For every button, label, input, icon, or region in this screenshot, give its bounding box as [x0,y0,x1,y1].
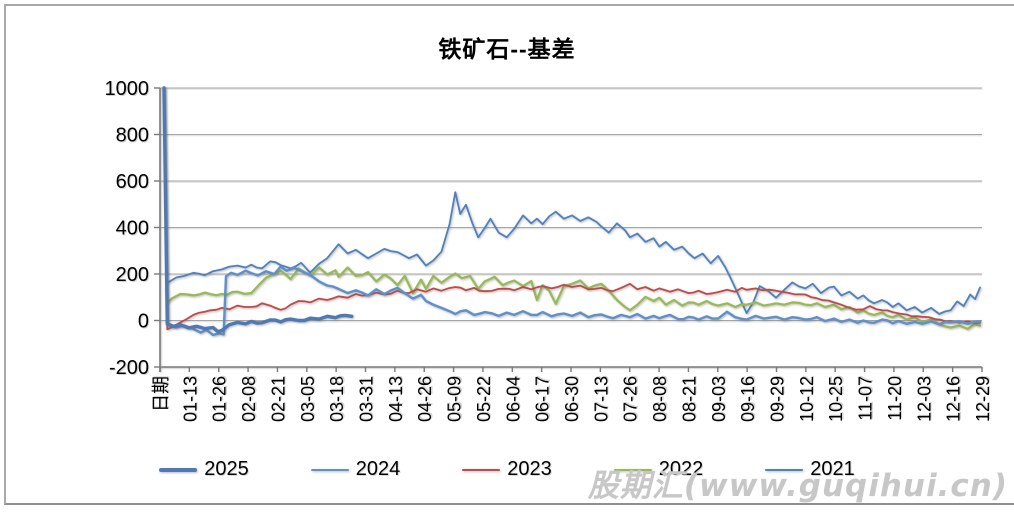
legend-label-2025: 2025 [204,458,249,480]
legend-label-2022: 2022 [658,458,704,480]
x-axis-label: 03-31 [357,376,377,422]
legend-item-2023: 2023 [462,458,552,481]
legend-item-2025: 2025 [159,458,249,481]
x-axis-label: 03-18 [327,376,347,422]
legend-label-2023: 2023 [507,458,552,480]
legend-item-2022: 2022 [613,458,704,481]
x-axis-label: 06-17 [533,376,553,422]
series-line-2021 [166,191,981,315]
x-axis-label: 01-13 [180,376,200,422]
x-axis-label: 04-26 [415,376,435,422]
x-axis-label: 10-12 [797,376,817,422]
y-axis-label: 1000 [105,78,150,100]
y-axis-label: 200 [116,264,149,286]
x-axis-label: 08-08 [650,376,670,422]
y-axis-label: 600 [116,171,149,193]
legend-swatch-2024 [310,468,349,471]
x-axis-label: 05-22 [474,376,494,422]
legend-item-2021: 2021 [765,458,855,481]
legend-swatch-2021 [765,468,804,471]
x-axis-label: 03-05 [298,376,318,422]
x-axis-label: 04-13 [386,376,406,422]
y-axis-label: 0 [138,311,149,333]
x-axis-label: 11-20 [885,376,905,421]
legend-item-2024: 2024 [310,458,401,481]
x-axis-label: 09-29 [768,376,788,422]
x-axis-label: 08-21 [679,376,699,422]
x-axis-label: 07-13 [591,376,611,422]
y-axis-label: 400 [116,218,149,240]
series-line-2022 [166,266,982,330]
x-axis-label: 07-26 [621,376,641,422]
y-axis-label: 800 [116,125,149,147]
chart-border-frame [4,4,1014,505]
x-axis-label: 09-16 [738,376,758,422]
chart-legend: 2025 2024 2023 2022 2021 [0,458,1014,481]
x-axis-label: 11-07 [856,376,876,421]
x-axis-label: 12-29 [973,376,993,422]
x-axis-label: 12-16 [944,376,964,422]
chart-title: 铁矿石--基差 [438,36,576,62]
x-axis-label: 06-04 [503,376,523,422]
legend-swatch-2023 [462,468,501,471]
x-axis-label: 12-03 [914,376,934,422]
series-line-2024 [162,86,982,337]
x-axis-label: 01-26 [210,376,230,422]
legend-label-2024: 2024 [355,458,401,480]
x-axis-label: 02-21 [268,376,288,422]
legend-label-2021: 2021 [810,458,855,480]
series-line-2025 [162,86,354,334]
legend-swatch-2025 [159,467,198,472]
x-axis-label: 05-09 [445,376,465,422]
watermark: 股期汇(www.guqihui.cn) [587,468,1008,504]
x-axis-label: 02-08 [239,376,259,422]
y-axis-label: -200 [109,357,149,379]
x-axis-label: 日期 [151,376,171,412]
legend-swatch-2022 [613,468,652,471]
series-line-2023 [163,87,981,331]
x-axis-label: 09-03 [709,376,729,422]
x-axis-label: 06-30 [562,376,582,422]
x-axis-label: 10-25 [826,376,846,422]
